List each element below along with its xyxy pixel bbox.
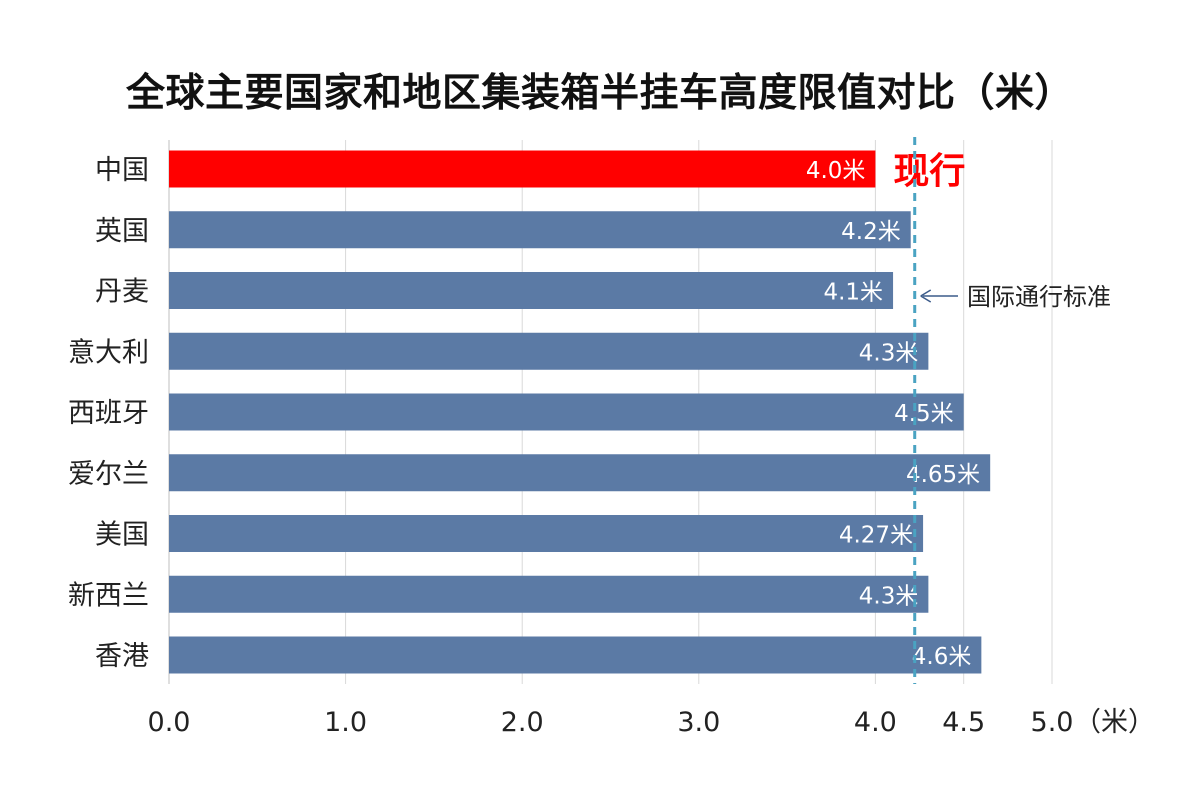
value-label: 4.1米	[823, 280, 883, 306]
x-tick-label: 1.0	[324, 707, 367, 738]
x-tick-label: 4.0	[854, 707, 897, 738]
highlight-tag: 现行	[893, 151, 965, 192]
bar	[169, 272, 894, 309]
reference-arrow-head	[920, 289, 932, 303]
x-tick-label: 4.5	[942, 707, 985, 738]
category-label: 英国	[95, 216, 149, 247]
category-label: 美国	[95, 520, 149, 551]
x-unit-label: （米）	[1074, 707, 1155, 738]
chart-title: 全球主要国家和地区集装箱半挂车高度限值对比（米）	[125, 71, 1074, 116]
bar	[169, 636, 982, 674]
bar	[169, 454, 991, 492]
value-label: 4.2米	[841, 219, 901, 245]
category-label: 西班牙	[68, 398, 149, 429]
x-tick-label: 0.0	[148, 707, 191, 738]
bar	[169, 150, 876, 188]
bar	[169, 515, 924, 552]
value-label: 4.65米	[906, 462, 980, 488]
category-label: 新西兰	[68, 580, 149, 611]
category-label: 丹麦	[95, 277, 149, 308]
category-label: 中国	[95, 155, 149, 186]
x-tick-label: 5.0	[1031, 707, 1074, 738]
value-label: 4.5米	[894, 401, 954, 427]
reference-label: 国际通行标准	[967, 283, 1111, 311]
value-label: 4.27米	[839, 523, 913, 549]
category-label: 意大利	[68, 337, 149, 368]
bar	[169, 211, 911, 249]
x-tick-label: 3.0	[677, 707, 720, 738]
category-label: 爱尔兰	[68, 459, 149, 490]
category-label: 香港	[95, 641, 149, 672]
bar	[169, 332, 929, 370]
bar	[169, 393, 964, 431]
value-label: 4.3米	[859, 340, 919, 366]
bar	[169, 575, 929, 613]
value-label: 4.3米	[859, 583, 919, 609]
value-label: 4.6米	[912, 644, 972, 670]
x-tick-label: 2.0	[501, 707, 544, 738]
value-label: 4.0米	[806, 158, 866, 184]
